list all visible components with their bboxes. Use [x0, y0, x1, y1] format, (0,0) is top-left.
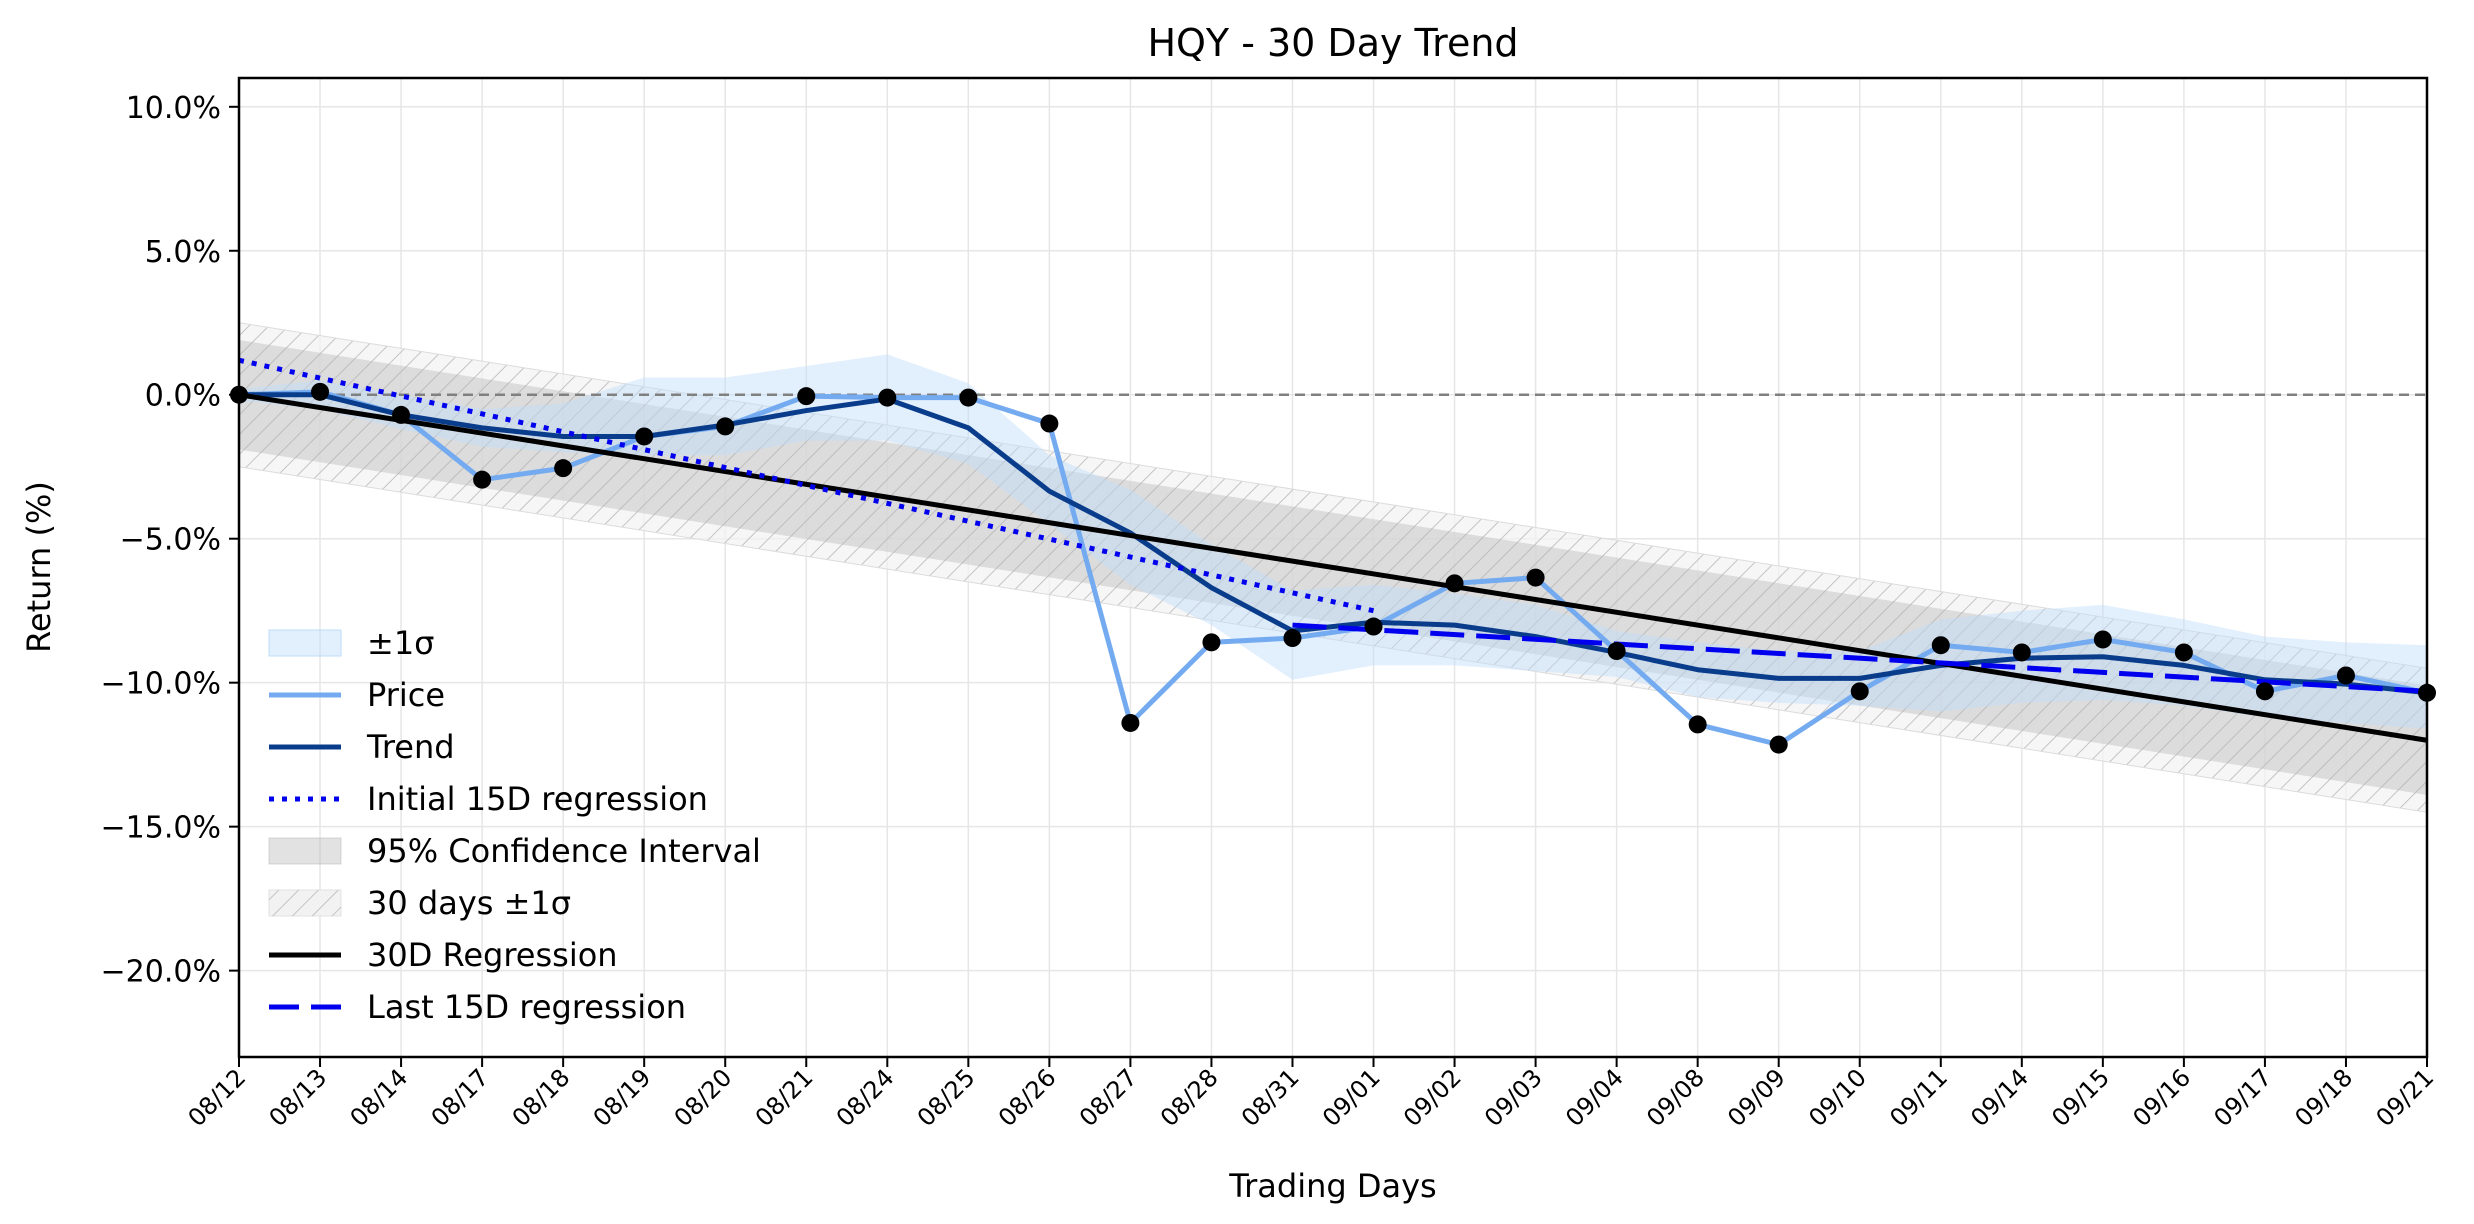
legend-swatch-sigma — [268, 629, 342, 657]
x-tick-label: 09/08 — [1641, 1063, 1710, 1132]
legend-label: 30D Regression — [367, 936, 618, 974]
price-marker — [1202, 633, 1221, 652]
legend-entry: 95% Confidence Interval — [268, 832, 761, 870]
x-tick-label: 09/03 — [1479, 1063, 1548, 1132]
x-tick-label: 09/21 — [2371, 1063, 2440, 1132]
price-marker — [1769, 735, 1788, 754]
legend-label: Initial 15D regression — [367, 780, 708, 818]
price-marker — [2012, 643, 2031, 662]
price-marker — [959, 388, 978, 407]
price-marker — [1121, 713, 1140, 732]
sigma-band — [239, 354, 2427, 729]
price-marker — [1445, 574, 1464, 593]
legend-label: ±1σ — [367, 624, 434, 662]
x-tick-label: 08/28 — [1155, 1063, 1224, 1132]
x-tick-label: 08/26 — [993, 1063, 1062, 1132]
price-marker — [1607, 642, 1626, 661]
price-marker — [878, 388, 897, 407]
legend-entry: ±1σ — [268, 624, 434, 662]
price-marker — [2255, 682, 2274, 701]
price-marker — [635, 427, 654, 446]
x-tick-label: 08/24 — [831, 1063, 900, 1132]
x-tick-label: 08/27 — [1074, 1063, 1143, 1132]
price-marker — [2174, 643, 2193, 662]
legend-label: Price — [367, 676, 445, 714]
y-tick-label: −15.0% — [101, 811, 221, 846]
legend-swatch-ci — [268, 837, 342, 865]
price-marker — [392, 405, 411, 424]
y-tick-label: −20.0% — [101, 955, 221, 990]
y-tick-label: 10.0% — [126, 91, 221, 126]
price-marker — [2093, 630, 2112, 649]
price-marker — [1283, 629, 1302, 648]
legend-swatch-30d-hatch — [269, 890, 341, 916]
legend-entry: 30D Regression — [269, 936, 618, 974]
x-tick-label: 08/18 — [507, 1063, 576, 1132]
legend-entry: Last 15D regression — [269, 988, 686, 1026]
legend-label: Trend — [366, 728, 455, 766]
legend-label: 30 days ±1σ — [367, 884, 571, 922]
x-tick-label: 08/21 — [750, 1063, 819, 1132]
price-marker — [2336, 666, 2355, 685]
x-tick-label: 08/12 — [183, 1063, 252, 1132]
regression-30d-line — [239, 392, 2427, 743]
y-tick-label: 5.0% — [145, 235, 221, 270]
price-marker — [1364, 617, 1383, 636]
price-marker — [797, 387, 816, 406]
price-markers — [230, 382, 2436, 754]
price-marker — [311, 382, 330, 401]
legend-label: Last 15D regression — [367, 988, 686, 1026]
x-tick-label: 08/17 — [426, 1063, 495, 1132]
x-tick-label: 09/17 — [2208, 1063, 2277, 1132]
legend-label: 95% Confidence Interval — [367, 832, 761, 870]
y-tick-label: 0.0% — [145, 379, 221, 414]
x-tick-label: 09/10 — [1803, 1063, 1872, 1132]
price-marker — [554, 459, 573, 478]
price-marker — [1931, 636, 1950, 655]
legend-entry: 30 days ±1σ — [268, 884, 571, 922]
legend: ±1σ Price Trend Initial 15D regression 95% C… — [268, 624, 761, 1026]
legend-entry: Price — [269, 676, 445, 714]
price-marker — [1526, 568, 1545, 587]
trend-line — [239, 392, 2427, 696]
series-lines — [239, 357, 2427, 748]
x-axis-title: Trading Days — [1228, 1167, 1436, 1205]
x-tick-label: 09/15 — [2046, 1063, 2115, 1132]
price-marker — [1040, 414, 1059, 433]
x-tick-label: 09/14 — [1965, 1063, 2034, 1132]
x-tick-label: 08/25 — [912, 1063, 981, 1132]
x-tick-label: 09/18 — [2289, 1063, 2358, 1132]
legend-entry: Trend — [269, 728, 455, 766]
price-marker — [1850, 682, 1869, 701]
x-tick-label: 09/02 — [1398, 1063, 1467, 1132]
x-tick-label: 08/20 — [669, 1063, 738, 1132]
price-marker — [1688, 715, 1707, 734]
x-tick-label: 09/04 — [1560, 1063, 1629, 1132]
price-marker — [473, 470, 492, 489]
x-tick-label: 08/31 — [1236, 1063, 1305, 1132]
x-tick-label: 08/19 — [588, 1063, 657, 1132]
y-tick-label: −10.0% — [101, 667, 221, 702]
price-marker — [716, 417, 735, 436]
plot-frame — [237, 76, 2429, 1059]
x-tick-label: 09/09 — [1722, 1063, 1791, 1132]
y-tick-label: −5.0% — [120, 523, 221, 558]
x-tick-label: 08/13 — [264, 1063, 333, 1132]
chart-title: HQY - 30 Day Trend — [1147, 21, 1518, 65]
x-tick-label: 09/16 — [2127, 1063, 2196, 1132]
x-tick-label: 08/14 — [345, 1063, 414, 1132]
legend-entry: Initial 15D regression — [269, 780, 708, 818]
x-tick-label: 09/01 — [1317, 1063, 1386, 1132]
last-15d-regression-line — [1292, 622, 2427, 694]
x-tick-label: 09/11 — [1884, 1063, 1953, 1132]
y-axis-title: Return (%) — [20, 481, 58, 653]
